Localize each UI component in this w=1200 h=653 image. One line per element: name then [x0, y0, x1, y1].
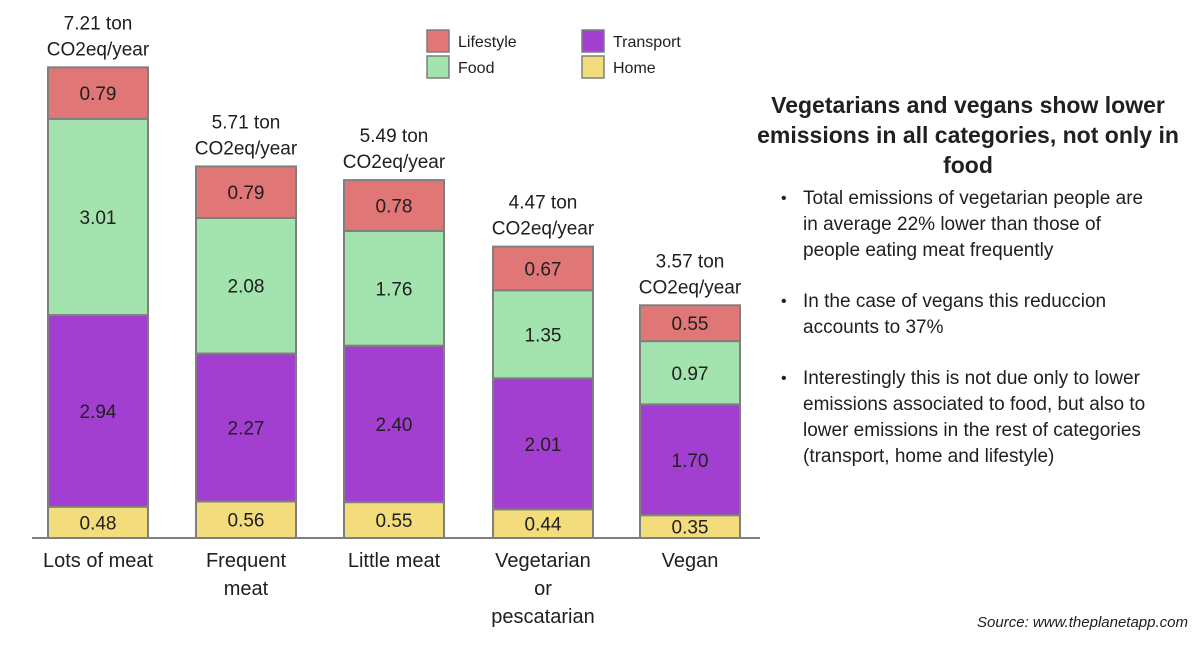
- bar-segment-lifestyle: [195, 165, 297, 219]
- segment-value-label: 0.35: [672, 518, 709, 539]
- source-note: Source: www.theplanetapp.com: [977, 614, 1188, 631]
- total-label: 5.49 ton: [360, 126, 429, 147]
- bullet-text: Interestingly this is not due only to lo…: [803, 368, 1146, 467]
- segment-value-label: 0.67: [525, 259, 562, 280]
- segment-value-label: 1.70: [672, 451, 709, 472]
- segment-value-label: 2.01: [525, 435, 562, 456]
- stacked-bar-chart: 0.48 2.94 3.01 0.79 7.21 ton CO2eq/year Lots o…: [32, 13, 760, 628]
- bar-segment-food: [492, 289, 594, 380]
- bar-segment-lifestyle: [47, 66, 149, 120]
- segment-value-label: 1.35: [525, 325, 562, 346]
- legend-label: Transport: [613, 34, 681, 51]
- bar-segment-transport: [343, 344, 445, 504]
- segment-value-label: 2.08: [228, 277, 265, 298]
- segment-value-label: 0.78: [376, 197, 413, 218]
- legend-label: Food: [458, 60, 494, 77]
- segment-value-label: 0.79: [80, 84, 117, 105]
- segment-value-label: 3.01: [80, 208, 117, 229]
- bar-segment-food: [639, 340, 741, 406]
- panel-headline: Vegetarians and vegans show lower emissi…: [757, 92, 1179, 178]
- total-label: CO2eq/year: [639, 277, 742, 298]
- total-label: CO2eq/year: [492, 219, 595, 240]
- category-tick-label: meat: [224, 578, 269, 600]
- total-label: 4.47 ton: [509, 193, 578, 214]
- segment-value-label: 0.44: [525, 515, 562, 536]
- legend-label: Lifestyle: [458, 34, 517, 51]
- segment-value-label: 0.55: [376, 511, 413, 532]
- bullet-text: Total emissions of vegetarian people are…: [803, 188, 1144, 261]
- bar-segment-lifestyle: [343, 179, 445, 232]
- category-tick-label: Vegetarian: [495, 550, 591, 572]
- segment-value-label: 1.76: [376, 279, 413, 300]
- bar-segment-food: [195, 216, 297, 355]
- category-tick-label: pescatarian: [491, 606, 594, 628]
- bullet-dot-icon: •: [781, 190, 787, 207]
- category-tick-label: or: [534, 578, 552, 600]
- total-label: CO2eq/year: [195, 138, 298, 159]
- bar-segment-lifestyle: [492, 245, 594, 292]
- category-tick-label: Frequent: [206, 550, 286, 572]
- category-tick-label: Little meat: [348, 550, 441, 572]
- bar-segment-transport: [195, 352, 297, 503]
- bullet-dot-icon: •: [781, 293, 787, 310]
- segment-value-label: 0.48: [80, 513, 117, 534]
- category-tick-label: Vegan: [662, 550, 719, 572]
- segment-value-label: 2.40: [376, 415, 413, 436]
- legend-label: Home: [613, 60, 656, 77]
- segment-value-label: 0.55: [672, 314, 709, 335]
- bullet-item: • Interestingly this is not due only to l…: [748, 366, 1148, 470]
- total-label: CO2eq/year: [343, 152, 446, 173]
- bullet-dot-icon: •: [781, 370, 787, 387]
- segment-value-label: 2.27: [228, 419, 265, 440]
- segment-value-label: 0.97: [672, 364, 709, 385]
- total-label: 3.57 ton: [656, 251, 725, 272]
- bar-segment-lifestyle: [639, 304, 741, 343]
- total-label: 5.71 ton: [212, 112, 281, 133]
- total-label: 7.21 ton: [64, 13, 133, 34]
- legend-swatch: [426, 29, 450, 53]
- bullet-text: In the case of vegans this reduccion acc…: [803, 291, 1107, 338]
- bar-segment-transport: [47, 314, 149, 508]
- bullet-item: • Total emissions of vegetarian people ar…: [748, 186, 1148, 264]
- bullet-item: • In the case of vegans this reduccion ac…: [748, 289, 1148, 341]
- total-label: CO2eq/year: [47, 39, 150, 60]
- bar-segment-transport: [639, 403, 741, 517]
- bullet-list: • Total emissions of vegetarian people ar…: [748, 186, 1188, 470]
- legend-swatch: [581, 55, 605, 79]
- legend-swatch: [581, 29, 605, 53]
- segment-value-label: 0.56: [228, 511, 265, 532]
- bar-segment-food: [343, 229, 445, 347]
- segment-value-label: 0.79: [228, 183, 265, 204]
- legend-swatch: [426, 55, 450, 79]
- summary-panel: Vegetarians and vegans show lower emissi…: [748, 90, 1188, 495]
- category-tick-label: Lots of meat: [43, 550, 154, 572]
- segment-value-label: 2.94: [80, 402, 117, 423]
